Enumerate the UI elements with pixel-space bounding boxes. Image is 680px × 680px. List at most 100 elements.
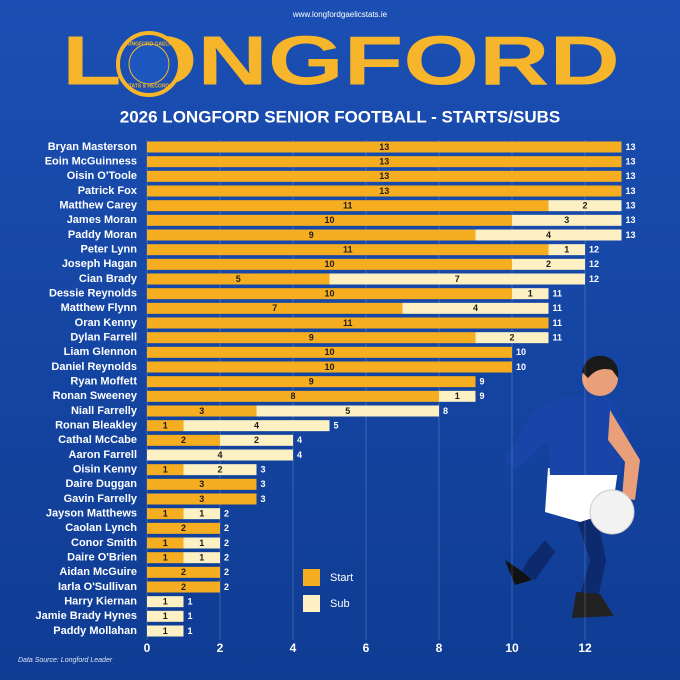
y-tick-label: Paddy Mollahan — [53, 625, 137, 637]
value-label: 10 — [324, 289, 334, 299]
value-label: 10 — [324, 347, 334, 357]
player-arm — [608, 410, 640, 500]
y-tick-label: Paddy Moran — [68, 229, 137, 241]
bar-segment — [512, 258, 585, 270]
value-label: 5 — [345, 406, 350, 416]
bar-segment — [147, 464, 184, 476]
y-tick-label: Dylan Farrell — [70, 332, 137, 344]
player-hair — [582, 355, 619, 378]
total-label: 2 — [224, 582, 229, 592]
x-tick-label: 0 — [144, 641, 151, 655]
value-label: 3 — [199, 494, 204, 504]
total-label: 2 — [224, 567, 229, 577]
value-label: 3 — [564, 215, 569, 225]
total-label: 12 — [589, 245, 599, 255]
y-tick-label: Peter Lynn — [81, 244, 138, 256]
x-tick-label: 4 — [290, 641, 297, 655]
y-tick-label: Gavin Farrelly — [64, 493, 138, 505]
total-label: 2 — [224, 538, 229, 548]
value-label: 11 — [343, 318, 353, 328]
value-label: 7 — [455, 274, 460, 284]
bar-segment — [147, 493, 257, 505]
y-tick-label: Cathal McCabe — [58, 434, 137, 446]
total-label: 11 — [553, 333, 563, 343]
x-tick-label: 12 — [578, 641, 592, 655]
bar-segment — [329, 273, 585, 285]
value-label: 1 — [199, 538, 204, 548]
bar-segment — [475, 229, 622, 241]
value-label: 1 — [528, 289, 533, 299]
bar-segment — [183, 464, 257, 476]
value-label: 1 — [163, 553, 168, 563]
bar-segment — [147, 610, 184, 622]
x-tick-label: 10 — [505, 641, 519, 655]
legend-label: Start — [330, 572, 353, 584]
value-label: 9 — [309, 230, 314, 240]
bar-segment — [256, 405, 439, 417]
value-label: 1 — [163, 509, 168, 519]
value-label: 2 — [546, 259, 551, 269]
bar-segment — [147, 258, 512, 270]
player-leg — [575, 512, 606, 598]
bar-segment — [147, 244, 549, 256]
bar-segment — [147, 596, 184, 608]
bar-segment — [147, 508, 184, 520]
value-label: 4 — [473, 303, 478, 313]
total-label: 4 — [297, 450, 302, 460]
bar-segment — [147, 376, 476, 388]
bar-segment — [147, 581, 220, 593]
value-label: 2 — [254, 435, 259, 445]
value-label: 4 — [217, 450, 222, 460]
value-label: 2 — [217, 465, 222, 475]
y-tick-label: Ronan Sweeney — [53, 390, 138, 402]
y-tick-label: Daniel Reynolds — [51, 361, 137, 373]
bar-segment — [147, 434, 220, 446]
bar-segment — [147, 552, 184, 564]
value-label: 1 — [199, 553, 204, 563]
y-tick-label: Ryan Moffett — [70, 376, 137, 388]
y-tick-label: Jayson Matthews — [46, 508, 137, 520]
y-tick-label: Oisin O'Toole — [67, 170, 137, 182]
bar-segment — [147, 522, 220, 534]
y-tick-label: Daire O'Brien — [67, 552, 137, 564]
total-label: 13 — [626, 201, 636, 211]
bar-segment — [512, 288, 549, 300]
y-tick-label: Oisin Kenny — [73, 464, 138, 476]
y-tick-label: Caolan Lynch — [65, 522, 137, 534]
total-label: 12 — [589, 259, 599, 269]
value-label: 1 — [163, 465, 168, 475]
y-tick-label: Aaron Farrell — [69, 449, 137, 461]
value-label: 4 — [546, 230, 551, 240]
total-label: 9 — [480, 391, 485, 401]
y-tick-label: Ronan Bleakley — [55, 420, 138, 432]
player-illustration — [505, 355, 640, 618]
value-label: 13 — [379, 142, 389, 152]
bar-segment — [147, 273, 330, 285]
bar-segment — [147, 625, 184, 637]
x-tick-label: 6 — [363, 641, 370, 655]
value-label: 2 — [509, 333, 514, 343]
bar-segment — [147, 156, 622, 168]
total-label: 3 — [261, 465, 266, 475]
total-label: 13 — [626, 171, 636, 181]
total-label: 12 — [589, 274, 599, 284]
bar-segment — [147, 141, 622, 153]
value-label: 10 — [324, 362, 334, 372]
bar-segment — [439, 390, 476, 402]
bar-segment — [147, 170, 622, 182]
bar-segment — [147, 420, 184, 432]
football — [589, 489, 635, 535]
bar-segment — [183, 508, 220, 520]
value-label: 2 — [181, 435, 186, 445]
y-tick-label: Matthew Flynn — [61, 302, 138, 314]
value-label: 1 — [163, 611, 168, 621]
legend: Start Sub — [303, 569, 353, 612]
total-label: 13 — [626, 230, 636, 240]
value-label: 4 — [254, 421, 259, 431]
y-tick-label: Patrick Fox — [78, 185, 138, 197]
total-label: 3 — [261, 494, 266, 504]
logo-text: STATS & RECORDS — [125, 83, 173, 89]
total-label: 5 — [334, 421, 339, 431]
bar-segment — [183, 420, 330, 432]
